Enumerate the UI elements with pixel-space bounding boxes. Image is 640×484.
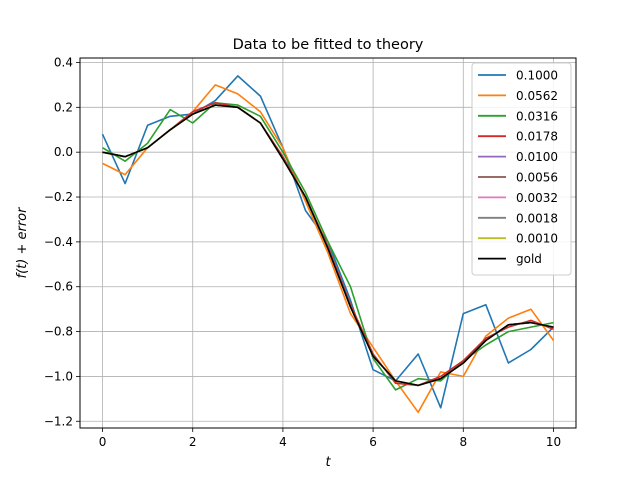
y-tick-label: −0.2 — [44, 190, 73, 204]
y-tick-label: 0.0 — [54, 145, 73, 159]
axis-ticks: 0 2 4 6 8 10 0.4 0.2 0.0 −0.2 −0.4 −0.6 −0.8 −1.0 −1.2 — [44, 55, 561, 449]
y-tick-label: 0.2 — [54, 100, 73, 114]
legend-label: 0.0562 — [516, 89, 558, 103]
legend-label: gold — [516, 252, 542, 266]
y-axis-label: f(t) + error — [15, 206, 30, 279]
plot-frame — [79, 57, 577, 429]
y-tick-label: −1.2 — [44, 414, 73, 428]
x-tick-label: 0 — [99, 435, 107, 449]
x-tick-label: 2 — [189, 435, 197, 449]
y-tick-label: −0.6 — [44, 280, 73, 294]
legend-label: 0.0100 — [516, 150, 558, 164]
y-tick-label: −0.8 — [44, 325, 73, 339]
x-tick-label: 4 — [279, 435, 287, 449]
legend-label: 0.0010 — [516, 232, 558, 246]
series-lines — [101, 75, 555, 414]
legend: 0.1000 0.0562 0.0316 0.0178 0.0100 0.0056 0.00… — [471, 62, 572, 276]
legend-label: 0.0032 — [516, 191, 558, 205]
x-axis-label: t — [325, 455, 331, 470]
y-tick-label: −0.4 — [44, 235, 73, 249]
legend-label: 0.0056 — [516, 171, 558, 185]
y-tick-label: −1.0 — [44, 369, 73, 383]
legend-label: 0.0316 — [516, 109, 558, 123]
x-tick-label: 6 — [369, 435, 377, 449]
x-tick-label: 8 — [459, 435, 467, 449]
x-tick-label: 10 — [546, 435, 561, 449]
y-tick-label: 0.4 — [54, 55, 73, 69]
series-line-gold — [102, 104, 554, 387]
chart-title: Data to be fitted to theory — [233, 37, 424, 53]
legend-label: 0.0018 — [516, 211, 558, 225]
series-line-0-0316 — [102, 102, 554, 391]
legend-label: 0.0178 — [516, 130, 558, 144]
legend-label: 0.1000 — [516, 69, 558, 83]
